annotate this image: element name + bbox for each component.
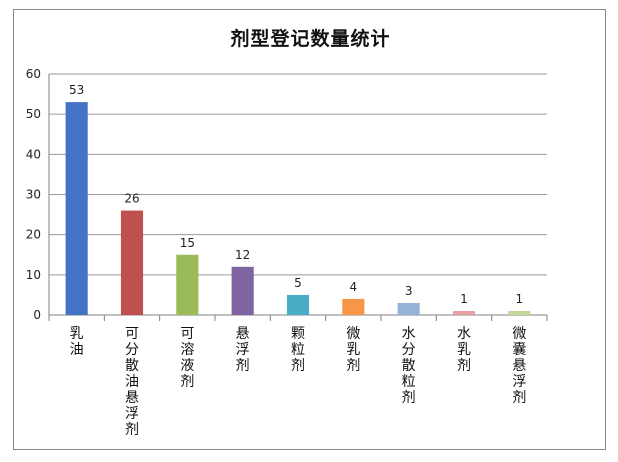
bar [397, 302, 420, 315]
category-label: 水乳剂 [457, 326, 471, 374]
chart-title: 剂型登记数量统计 [230, 28, 391, 50]
category-label: 水分散粒剂 [402, 326, 416, 406]
data-label: 15 [180, 236, 195, 250]
category-label: 悬浮剂 [236, 326, 250, 374]
y-tick-label: 0 [33, 308, 41, 322]
bar [120, 210, 144, 315]
bar [286, 294, 310, 315]
bar [176, 254, 199, 315]
data-label: 3 [405, 284, 413, 298]
bar-chart: 0 10 20 30 40 50 60 53 乳油 26 可分散油悬浮剂 15 可溶液剂 12 悬浮剂 5 颗粒… [26, 67, 548, 438]
data-label: 1 [460, 292, 468, 306]
category-label: 可溶液剂 [180, 326, 194, 390]
chart-frame: 剂型登记数量统计 0 10 20 30 40 50 60 53 乳油 26 可分散油悬浮剂 15 可溶液… [13, 9, 606, 450]
bar [231, 266, 254, 315]
category-label: 微乳剂 [346, 326, 360, 374]
category-label: 颗粒剂 [291, 326, 305, 374]
bar [65, 102, 88, 315]
data-label: 1 [516, 292, 524, 306]
data-label: 53 [69, 83, 84, 97]
y-tick-label: 10 [26, 268, 41, 282]
category-label: 微囊悬浮剂 [512, 326, 526, 406]
bar [508, 310, 531, 315]
data-label: 4 [350, 280, 358, 294]
data-label: 5 [294, 276, 302, 290]
data-label: 12 [235, 248, 250, 262]
bar [342, 298, 365, 315]
y-tick-label: 40 [26, 147, 41, 161]
category-label: 乳油 [70, 326, 84, 358]
y-tick-label: 30 [26, 188, 41, 202]
y-tick-label: 20 [26, 228, 41, 242]
y-tick-label: 60 [26, 67, 41, 81]
data-label: 26 [124, 192, 139, 206]
bar [452, 310, 476, 315]
y-tick-label: 50 [26, 107, 41, 121]
category-label: 可分散油悬浮剂 [125, 326, 139, 438]
